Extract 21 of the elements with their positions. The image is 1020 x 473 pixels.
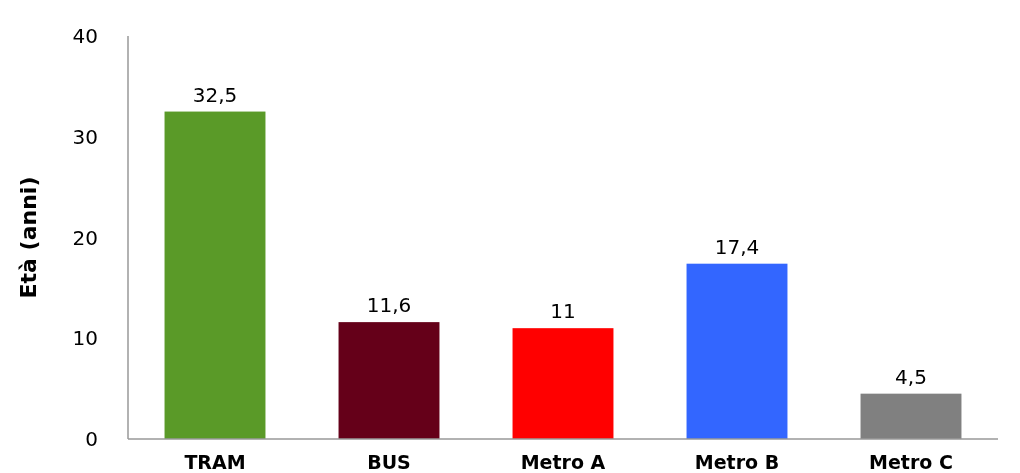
bar bbox=[860, 393, 962, 439]
y-tick-label: 20 bbox=[72, 225, 98, 250]
bar bbox=[164, 111, 266, 439]
bar bbox=[512, 328, 614, 439]
x-tick-label: TRAM bbox=[184, 451, 246, 473]
data-label: 11 bbox=[550, 299, 576, 324]
bar bbox=[338, 322, 440, 439]
data-label: 4,5 bbox=[895, 364, 927, 389]
y-axis-title: Età (anni) bbox=[16, 176, 41, 299]
y-tick-label: 40 bbox=[72, 24, 98, 48]
x-tick-label: Metro C bbox=[869, 451, 953, 473]
x-tick-label: Metro A bbox=[520, 451, 606, 473]
y-tick-label: 0 bbox=[85, 427, 98, 451]
data-label: 11,6 bbox=[366, 293, 412, 318]
data-label: 32,5 bbox=[192, 82, 238, 107]
x-tick-label: BUS bbox=[367, 451, 411, 473]
y-tick-label: 10 bbox=[72, 326, 98, 351]
bar bbox=[686, 263, 788, 439]
y-tick-label: 30 bbox=[72, 124, 98, 149]
x-tick-label: Metro B bbox=[694, 451, 780, 473]
data-label: 17,4 bbox=[714, 234, 760, 259]
